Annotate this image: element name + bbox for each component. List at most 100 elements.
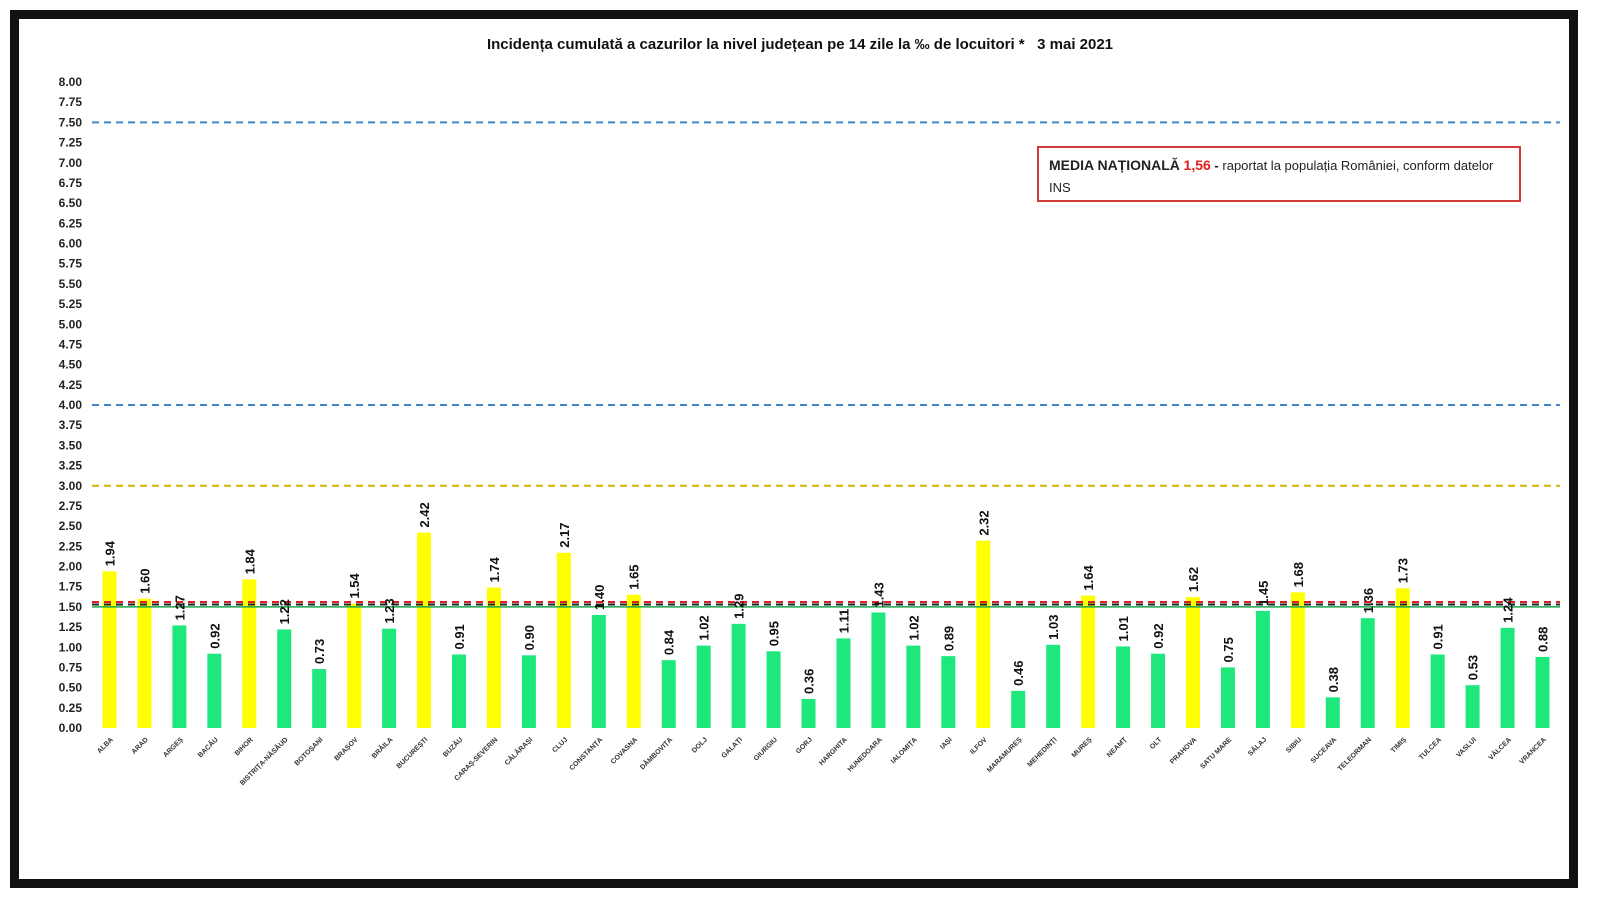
x-tick-label: BUCUREȘTI [396, 736, 430, 770]
y-tick-label: 7.50 [59, 115, 83, 129]
data-label: 1.11 [836, 609, 851, 634]
bar [207, 653, 222, 728]
x-tick-label: DÂMBOVIȚA [638, 735, 674, 771]
bar [242, 579, 257, 728]
x-tick-label: BUZĂU [441, 735, 465, 759]
data-label: 1.29 [732, 594, 747, 619]
chart-title: Incidența cumulată a cazurilor la nivel … [486, 36, 1114, 53]
bars [102, 532, 1550, 728]
x-tick-label: TULCEA [1418, 736, 1443, 761]
data-label: 2.42 [417, 502, 432, 527]
bar [486, 587, 501, 728]
x-tick-label: SĂLAJ [1246, 735, 1269, 758]
data-label: 0.53 [1466, 655, 1481, 680]
data-label: 1.64 [1081, 564, 1096, 590]
x-tick-label: BOTOȘANI [294, 736, 325, 767]
y-tick-label: 5.00 [59, 317, 83, 331]
bar [1325, 697, 1340, 728]
x-tick-label: VÂLCEA [1486, 735, 1513, 762]
x-tick-label: GIURGIU [753, 736, 779, 762]
x-tick-label: CĂLĂRAȘI [502, 735, 534, 767]
x-tick-label: GORJ [795, 736, 814, 755]
x-tick-label: BRAȘOV [333, 736, 359, 762]
y-tick-label: 0.50 [59, 681, 83, 695]
x-tick-label: SIBIU [1285, 736, 1303, 754]
data-label: 1.68 [1291, 562, 1306, 587]
threshold-lines [92, 121, 1560, 487]
y-tick-label: 0.75 [59, 660, 83, 674]
data-label: 0.91 [1431, 624, 1446, 649]
bar [1360, 618, 1375, 728]
data-label: 1.65 [627, 564, 642, 589]
data-label: 0.92 [1151, 623, 1166, 648]
data-label: 1.43 [871, 582, 886, 607]
data-label: 2.17 [557, 522, 572, 547]
y-tick-label: 1.00 [59, 640, 83, 654]
data-label: 0.88 [1536, 627, 1551, 652]
bar [172, 625, 187, 728]
bar [521, 655, 536, 728]
data-label: 1.40 [592, 585, 607, 610]
y-tick-label: 5.75 [59, 257, 83, 271]
bar [941, 656, 956, 728]
data-label: 0.91 [452, 624, 467, 649]
x-tick-label: HUNEDOARA [847, 736, 884, 773]
y-tick-label: 4.00 [59, 398, 83, 412]
y-tick-label: 2.75 [59, 499, 83, 513]
x-tick-label: BRĂILA [369, 735, 394, 760]
x-tick-label: ARAD [131, 736, 150, 755]
bar [626, 594, 641, 728]
value-labels: 1.94 1.60 1.27 0.92 1.84 1.22 0.73 1.54 1.23 2.42… [102, 502, 1550, 694]
y-tick-label: 3.50 [59, 438, 83, 452]
x-tick-label: TELEORMAN [1337, 736, 1373, 772]
x-tick-label: ILFOV [969, 736, 989, 756]
data-label: 1.03 [1046, 615, 1061, 640]
bar [417, 532, 432, 728]
y-tick-label: 1.50 [59, 600, 83, 614]
national-average-label: MEDIA NAȚIONALĂ [1049, 157, 1180, 173]
data-label: 1.01 [1116, 616, 1131, 641]
bar [382, 628, 397, 728]
y-tick-label: 7.00 [59, 156, 83, 170]
bar [1151, 653, 1166, 728]
data-label: 0.92 [207, 623, 222, 648]
x-tick-label: COVASNA [610, 736, 639, 765]
data-label: 1.74 [487, 556, 502, 582]
x-tick-label: TIMIȘ [1390, 736, 1408, 754]
y-tick-label: 6.00 [59, 237, 83, 251]
data-label: 1.02 [906, 615, 921, 640]
data-label: 1.27 [172, 595, 187, 620]
data-label: 1.73 [1396, 558, 1411, 583]
y-tick-label: 8.00 [59, 75, 83, 89]
data-label: 1.22 [277, 599, 292, 624]
y-tick-label: 7.75 [59, 95, 83, 109]
bar [591, 614, 606, 728]
y-tick-label: 4.25 [59, 378, 83, 392]
data-label: 1.24 [1501, 597, 1516, 623]
bar [1430, 654, 1445, 728]
bar [1500, 627, 1515, 728]
bar [137, 598, 152, 728]
bar [801, 698, 816, 728]
x-tick-label: OLT [1149, 736, 1164, 751]
x-tick-label: ALBA [96, 736, 115, 755]
y-tick-label: 6.50 [59, 196, 83, 210]
data-label: 0.38 [1326, 667, 1341, 692]
data-label: 0.95 [767, 621, 782, 646]
y-tick-label: 2.25 [59, 539, 83, 553]
bar [1290, 592, 1305, 728]
data-label: 0.75 [1221, 637, 1236, 662]
y-tick-label: 3.75 [59, 418, 83, 432]
bar [731, 623, 746, 728]
y-tick-label: 1.75 [59, 580, 83, 594]
bar [1395, 588, 1410, 728]
data-label: 1.54 [347, 573, 362, 599]
y-tick-label: 6.75 [59, 176, 83, 190]
x-tick-label: CONSTANȚA [569, 736, 605, 772]
data-label: 1.84 [242, 548, 257, 574]
data-label: 1.02 [697, 615, 712, 640]
data-label: 0.36 [802, 669, 817, 694]
data-label: 1.94 [102, 540, 117, 566]
x-tick-label: MUREȘ [1071, 736, 1094, 759]
bar [1465, 685, 1480, 728]
